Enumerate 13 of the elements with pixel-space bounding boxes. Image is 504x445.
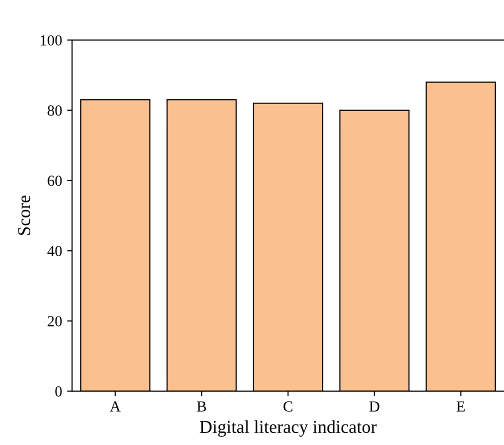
y-tick-label: 40	[47, 246, 62, 256]
y-tick-label: 20	[48, 316, 62, 326]
y-axis-title: Score	[18, 196, 30, 235]
x-tick-label: E	[456, 401, 465, 412]
x-tick-label: B	[196, 401, 206, 412]
y-tick-label: 0	[55, 386, 62, 397]
y-tick-label: 100	[40, 35, 62, 46]
x-axis-title: Digital literacy indicator	[200, 420, 377, 437]
y-tick-label: 60	[48, 176, 62, 186]
y-tick-label: 80	[48, 105, 62, 116]
x-tick-label: C	[284, 401, 292, 412]
x-tick-label: D	[369, 401, 380, 412]
x-tick-label: A	[110, 401, 121, 412]
